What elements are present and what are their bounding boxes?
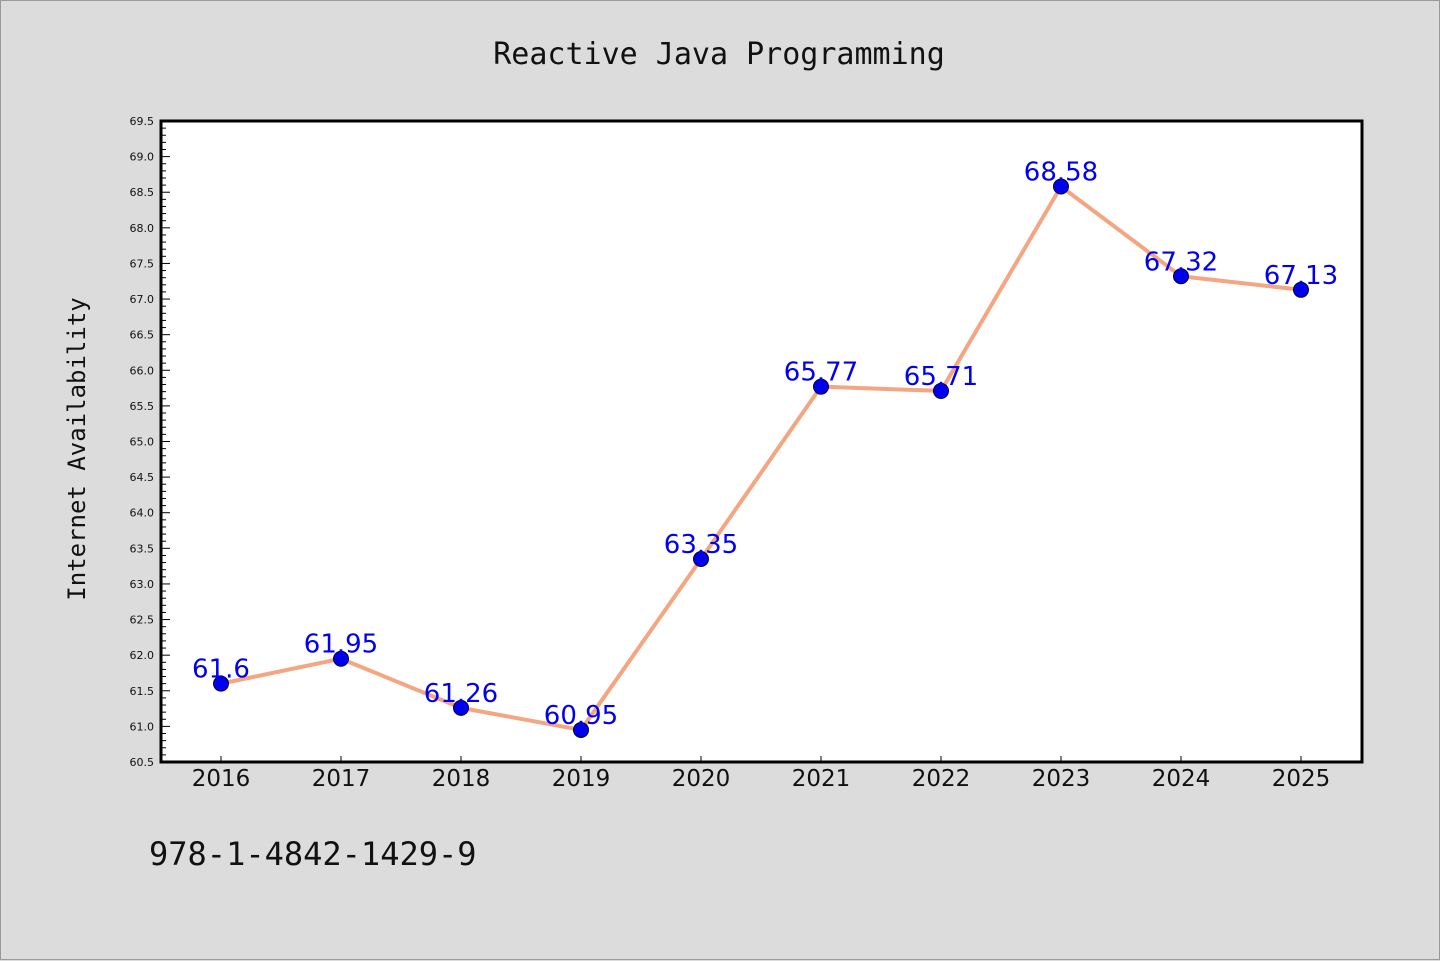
y-tick-label: 62.5 — [130, 614, 155, 627]
data-label: 65.71 — [904, 362, 978, 392]
x-tick-label: 2022 — [912, 766, 971, 792]
x-tick-label: 2024 — [1152, 766, 1211, 792]
plot-area — [161, 121, 1362, 762]
x-tick-label: 2017 — [312, 766, 371, 792]
x-tick-label: 2018 — [432, 766, 491, 792]
y-tick-label: 61.5 — [130, 685, 155, 698]
x-tick-label: 2020 — [672, 766, 731, 792]
y-tick-label: 68.5 — [130, 186, 155, 199]
data-point — [1053, 178, 1069, 195]
x-tick-label: 2023 — [1032, 766, 1091, 792]
y-tick-label: 60.5 — [130, 756, 155, 769]
y-tick-label: 63.0 — [130, 578, 155, 591]
data-point — [813, 378, 829, 395]
data-point — [573, 721, 589, 738]
y-tick-label: 65.5 — [130, 400, 155, 413]
data-point — [1293, 281, 1309, 298]
y-tick-label: 64.5 — [130, 471, 155, 484]
y-tick-label: 65.0 — [130, 436, 155, 449]
series-layer — [219, 184, 1303, 732]
data-label: 61.95 — [304, 630, 378, 660]
y-tick-label: 69.5 — [130, 115, 155, 128]
series-line — [219, 184, 1303, 732]
y-tick-label: 67.5 — [130, 257, 155, 270]
data-label: 67.13 — [1264, 261, 1338, 291]
y-tick-label: 66.0 — [130, 364, 155, 377]
data-point — [1173, 268, 1189, 285]
x-tick-label: 2019 — [552, 766, 611, 792]
y-tick-label: 61.0 — [130, 720, 155, 733]
data-point — [333, 650, 349, 667]
marker-layer — [213, 178, 1309, 738]
plot-border — [159, 119, 1364, 764]
y-tick-label: 68.0 — [130, 222, 155, 235]
data-label-layer: 61.6 61.95 61.26 60.95 63.35 65.77 65.71 68.58 6… — [192, 158, 1338, 731]
x-tick-label: 2025 — [1272, 766, 1331, 792]
data-label: 63.35 — [664, 530, 738, 560]
x-tick-label: 2016 — [192, 766, 251, 792]
y-axis: 60.5 61.0 61.5 62.0 62.5 63.0 63.5 64.0 64.5 65.0… — [130, 115, 170, 769]
data-point — [453, 699, 469, 716]
y-tick-label: 64.0 — [130, 507, 155, 520]
data-point — [693, 551, 709, 568]
data-point — [933, 382, 949, 399]
y-tick-label: 66.5 — [130, 329, 155, 342]
data-label: 67.32 — [1144, 247, 1218, 277]
data-point — [213, 675, 229, 692]
y-tick-label: 63.5 — [130, 542, 155, 555]
data-label: 61.26 — [424, 679, 498, 709]
x-tick-label: 2021 — [792, 766, 851, 792]
data-label: 60.95 — [544, 701, 618, 731]
data-label: 65.77 — [784, 358, 858, 388]
y-axis-label: Internet Availability — [63, 297, 91, 600]
data-label: 68.58 — [1024, 158, 1098, 188]
data-label: 61.6 — [192, 655, 250, 685]
chart-title: Reactive Java Programming — [493, 37, 945, 72]
y-tick-label: 67.0 — [130, 293, 155, 306]
y-tick-label: 69.0 — [130, 151, 155, 164]
y-tick-label: 62.0 — [130, 649, 155, 662]
isbn-footer: 978-1-4842-1429-9 — [149, 835, 477, 873]
